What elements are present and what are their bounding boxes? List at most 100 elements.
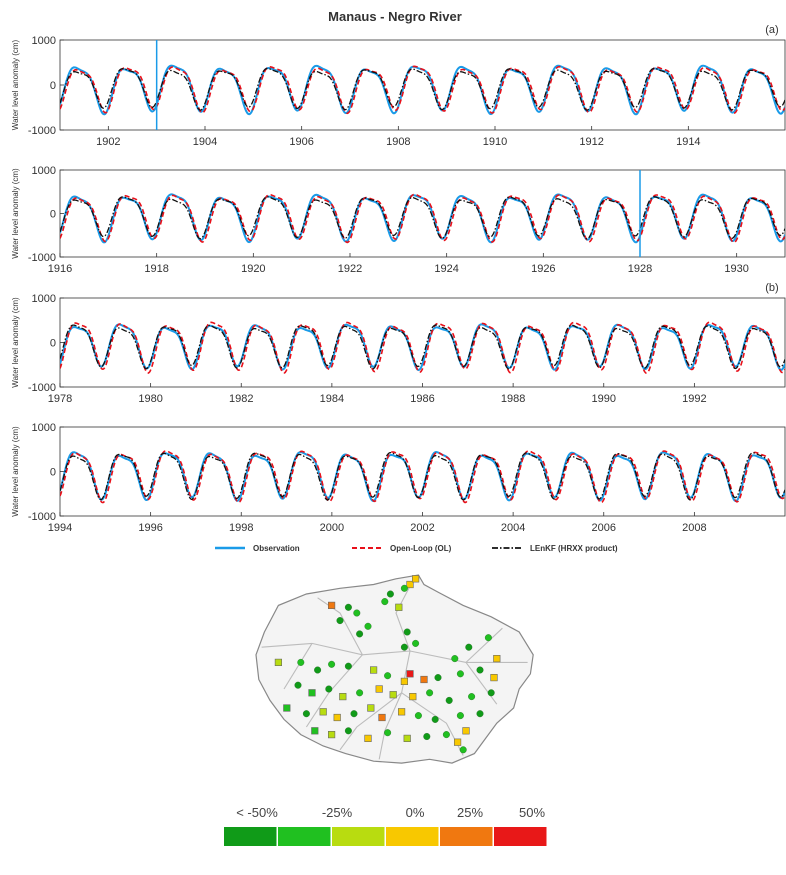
station-marker xyxy=(283,704,291,712)
series-line-dashed xyxy=(60,65,785,115)
station-marker xyxy=(327,730,336,739)
station-marker xyxy=(414,712,422,720)
x-tick-label: 1904 xyxy=(193,136,217,148)
y-axis-label: Water level anomaly (cm) xyxy=(11,168,20,259)
legend-item: Observation xyxy=(215,544,300,553)
station-marker xyxy=(456,670,464,678)
scale-swatch xyxy=(494,827,547,846)
legend-item: Open-Loop (OL) xyxy=(352,544,452,553)
station-marker xyxy=(406,580,414,589)
station-marker xyxy=(356,630,364,638)
y-tick-label: 0 xyxy=(50,467,56,479)
x-tick-label: 1912 xyxy=(579,136,603,148)
station-marker xyxy=(386,590,394,598)
y-tick-label: 1000 xyxy=(32,35,56,47)
station-marker xyxy=(356,689,364,697)
river-line xyxy=(317,597,363,656)
plot-area xyxy=(59,426,786,517)
station-marker xyxy=(397,708,406,716)
x-tick-label: 1980 xyxy=(138,393,162,405)
series-line-dashdot xyxy=(60,196,785,240)
legend-label: Observation xyxy=(253,544,300,553)
station-marker xyxy=(484,634,492,642)
river-line xyxy=(395,580,414,652)
x-tick-label: 1914 xyxy=(676,136,700,148)
y-tick-label: 0 xyxy=(50,80,56,92)
plot-area xyxy=(59,169,786,258)
series-line-dashdot xyxy=(60,67,785,111)
scale-label: 25% xyxy=(457,805,483,820)
series-line-dashdot xyxy=(60,452,785,501)
x-tick-label: 1902 xyxy=(96,136,120,148)
scale-swatch xyxy=(224,827,277,846)
station-marker xyxy=(297,658,305,666)
scale-label: < -50% xyxy=(236,805,278,820)
station-marker xyxy=(339,692,347,701)
x-tick-label: 1906 xyxy=(289,136,313,148)
x-tick-label: 1992 xyxy=(682,393,706,405)
station-marker xyxy=(381,598,389,606)
panel-1: 1000 0 -1000 1902 1904 1906 1908 1910 1912 1914 Wa… xyxy=(11,35,786,148)
x-tick-label: 1978 xyxy=(48,393,72,405)
station-marker xyxy=(426,689,434,697)
x-tick-label: 2004 xyxy=(501,522,525,534)
station-marker xyxy=(319,708,327,716)
x-tick-label: 1908 xyxy=(386,136,410,148)
station-marker xyxy=(308,689,316,697)
station-marker xyxy=(314,666,322,674)
station-marker xyxy=(344,662,352,670)
station-marker xyxy=(411,575,420,583)
x-tick-label: 1996 xyxy=(138,522,162,534)
scale-swatch xyxy=(332,827,385,846)
station-marker xyxy=(459,746,467,754)
x-tick-label: 1916 xyxy=(48,263,72,275)
x-tick-label: 1994 xyxy=(48,522,72,534)
station-marker xyxy=(403,734,411,742)
series-line-dashed xyxy=(60,450,785,504)
station-marker xyxy=(476,666,484,674)
station-marker xyxy=(400,584,408,592)
station-marker xyxy=(453,738,462,746)
y-tick-label: 0 xyxy=(50,209,56,221)
station-marker xyxy=(336,617,344,625)
x-tick-label: 1998 xyxy=(229,522,253,534)
y-tick-label: 1000 xyxy=(32,422,56,434)
station-marker xyxy=(434,674,442,682)
x-tick-label: 1930 xyxy=(724,263,748,275)
y-tick-label: 1000 xyxy=(32,165,56,177)
station-marker xyxy=(451,655,459,663)
station-marker xyxy=(445,696,453,704)
station-marker xyxy=(294,681,302,689)
station-marker xyxy=(403,628,411,636)
station-marker xyxy=(274,658,283,666)
station-marker xyxy=(400,677,409,685)
y-axis-label: Water level anomaly (cm) xyxy=(11,426,20,517)
station-marker xyxy=(325,685,333,693)
series-line-solid xyxy=(60,193,785,244)
station-marker xyxy=(395,603,403,611)
x-tick-label: 1910 xyxy=(483,136,507,148)
series-line-dashed xyxy=(60,321,785,374)
station-marker xyxy=(302,710,310,718)
river-line xyxy=(465,662,498,705)
panel-label-a: (a) xyxy=(765,24,778,36)
scale-label: 0% xyxy=(406,805,425,820)
scale-swatch xyxy=(440,827,493,846)
scale-swatch xyxy=(386,827,439,846)
station-marker xyxy=(409,692,417,701)
x-tick-label: 2002 xyxy=(410,522,434,534)
station-marker xyxy=(462,727,470,735)
basin-outline xyxy=(255,574,534,764)
station-marker xyxy=(406,670,414,678)
x-tick-label: 1924 xyxy=(434,263,458,275)
station-marker xyxy=(456,712,464,720)
y-axis-label: Water level anomaly (cm) xyxy=(11,297,20,388)
station-marker xyxy=(344,603,352,611)
y-tick-label: 1000 xyxy=(32,293,56,305)
y-tick-label: -1000 xyxy=(28,125,56,137)
station-marker xyxy=(367,704,375,712)
scale-swatch xyxy=(278,827,331,846)
